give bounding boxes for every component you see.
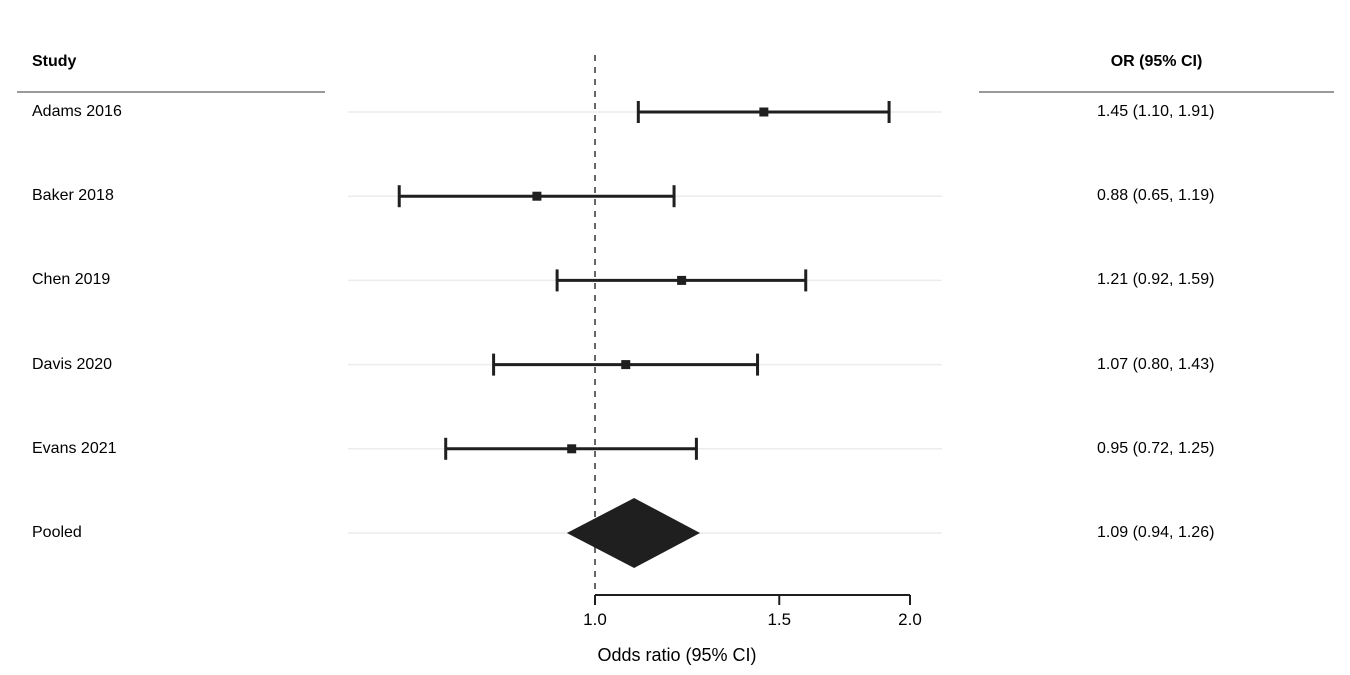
study-label: Davis 2020 xyxy=(32,355,113,373)
or-ci-value: 1.07 (0.80, 1.43) xyxy=(1097,355,1215,373)
or-ci-value: 1.09 (0.94, 1.26) xyxy=(1097,524,1215,541)
study-label: Pooled xyxy=(32,524,82,541)
point-estimate-marker xyxy=(567,444,577,454)
study-label: Adams 2016 xyxy=(32,103,122,120)
or-ci-value: 0.95 (0.72, 1.25) xyxy=(1097,439,1215,457)
or-header-divider xyxy=(979,91,1334,93)
study-label: Baker 2018 xyxy=(32,187,114,205)
or-ci-value: 1.45 (1.10, 1.91) xyxy=(1097,103,1215,120)
point-estimate-marker xyxy=(532,191,542,201)
or-ci-value: 0.88 (0.65, 1.19) xyxy=(1097,187,1215,205)
x-axis-tick-label: 2.0 xyxy=(898,610,922,629)
study-header-divider xyxy=(17,91,325,93)
x-axis-tick-label: 1.0 xyxy=(583,610,607,629)
point-estimate-marker xyxy=(621,360,631,370)
point-estimate-marker xyxy=(759,107,769,117)
pooled-diamond xyxy=(566,498,701,568)
point-estimate-marker xyxy=(677,275,687,285)
study-label: Evans 2021 xyxy=(32,439,117,457)
study-column-header: Study xyxy=(32,53,77,70)
x-axis-tick-label: 1.5 xyxy=(767,610,791,629)
or-column-header: OR (95% CI) xyxy=(1110,53,1203,70)
study-label: Chen 2019 xyxy=(32,271,111,289)
x-axis-title: Odds ratio (95% CI) xyxy=(597,645,756,665)
or-ci-value: 1.21 (0.92, 1.59) xyxy=(1097,271,1215,289)
